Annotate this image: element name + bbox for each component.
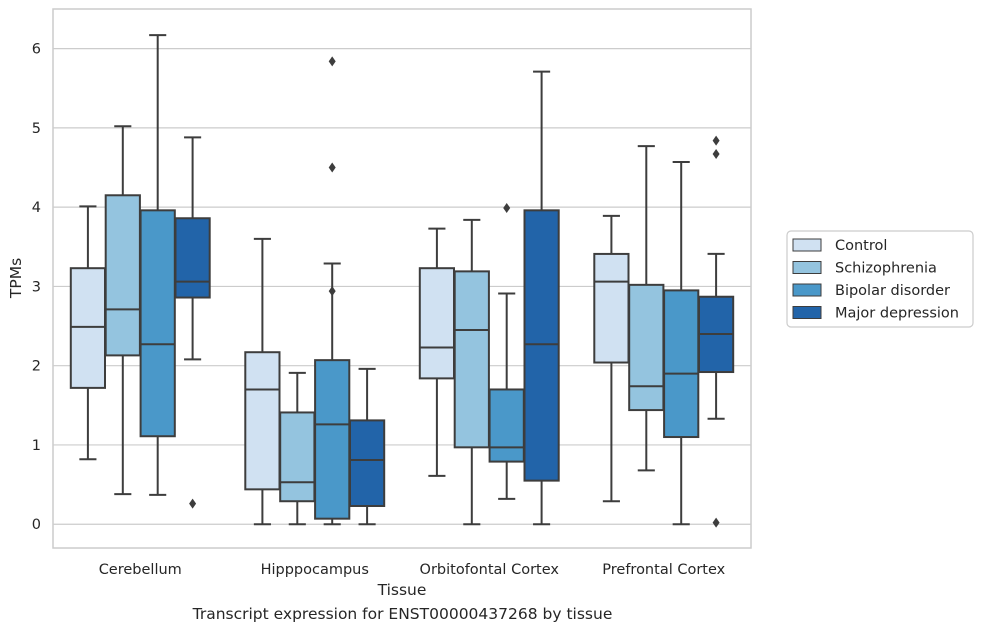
legend-box bbox=[786, 230, 974, 328]
y-tick-label: 1 bbox=[32, 438, 41, 454]
outlier-point bbox=[712, 135, 720, 146]
box-3-0 bbox=[593, 214, 630, 503]
outlier-point bbox=[503, 202, 511, 213]
box-3-1 bbox=[628, 145, 665, 472]
outlier-point bbox=[328, 56, 336, 67]
outlier-point bbox=[712, 149, 720, 160]
y-tick-label: 2 bbox=[32, 359, 41, 375]
box-2-2 bbox=[488, 202, 525, 500]
legend-label: Major depression bbox=[835, 306, 959, 322]
box-0-2 bbox=[139, 34, 176, 496]
plot-border bbox=[52, 8, 752, 549]
box-2-3 bbox=[523, 70, 560, 526]
outlier-point bbox=[328, 162, 336, 173]
x-tick-label: Orbitofontal Cortex bbox=[420, 562, 560, 578]
box-iqr bbox=[279, 411, 316, 503]
outlier-point bbox=[328, 286, 336, 297]
legend-swatch bbox=[792, 283, 822, 297]
box-iqr bbox=[244, 351, 281, 491]
box-iqr bbox=[348, 419, 386, 507]
legend: Control Schizophrenia Bipolar disorder Majo… bbox=[786, 230, 974, 328]
y-tick-label: 6 bbox=[32, 42, 41, 58]
x-tick-label: Cerebellum bbox=[99, 562, 182, 578]
figure-caption: Transcript expression for ENST0000043726… bbox=[192, 605, 613, 623]
y-tick-label: 3 bbox=[32, 279, 41, 295]
x-tick-label: Hipppocampus bbox=[261, 562, 369, 578]
y-axis-label: TPMs bbox=[7, 258, 25, 299]
legend-label: Schizophrenia bbox=[835, 261, 937, 277]
box-iqr bbox=[488, 388, 525, 463]
box-2-1 bbox=[453, 218, 490, 526]
boxes bbox=[69, 34, 735, 528]
x-axis-label: Tissue bbox=[377, 581, 427, 599]
box-iqr bbox=[593, 252, 630, 364]
box-iqr bbox=[174, 217, 211, 299]
box-iqr bbox=[628, 283, 665, 412]
tick-labels: 0 1 2 3 4 5 6 Cerebellum Hipppocampus Orbitofonta… bbox=[32, 42, 726, 578]
x-tick-label: Prefrontal Cortex bbox=[602, 562, 725, 578]
outlier-point bbox=[189, 498, 197, 509]
box-0-3 bbox=[174, 136, 211, 509]
box-1-2 bbox=[314, 56, 351, 526]
box-iqr bbox=[104, 194, 141, 357]
box-2-0 bbox=[418, 227, 456, 477]
plot-frame bbox=[52, 8, 752, 549]
box-1-3 bbox=[348, 367, 386, 526]
legend-swatch bbox=[792, 261, 822, 274]
box-iqr bbox=[69, 267, 107, 389]
y-tick-label: 0 bbox=[32, 517, 41, 533]
box-iqr bbox=[139, 209, 176, 438]
legend-label: Bipolar disorder bbox=[835, 283, 950, 299]
box-1-0 bbox=[244, 237, 281, 526]
y-tick-label: 4 bbox=[32, 200, 41, 216]
legend-label: Control bbox=[835, 238, 887, 254]
box-iqr bbox=[314, 359, 351, 520]
box-1-1 bbox=[279, 371, 316, 526]
box-0-1 bbox=[104, 125, 141, 496]
y-tick-label: 5 bbox=[32, 121, 41, 137]
legend-swatch bbox=[792, 238, 822, 252]
box-3-2 bbox=[663, 160, 700, 526]
box-iqr bbox=[523, 209, 560, 482]
box-iqr bbox=[418, 267, 456, 380]
outlier-point bbox=[712, 517, 720, 528]
box-0-0 bbox=[69, 205, 107, 461]
box-3-3 bbox=[697, 135, 735, 528]
box-iqr bbox=[453, 270, 490, 449]
box-iqr bbox=[663, 289, 700, 439]
legend-swatch bbox=[792, 306, 822, 319]
